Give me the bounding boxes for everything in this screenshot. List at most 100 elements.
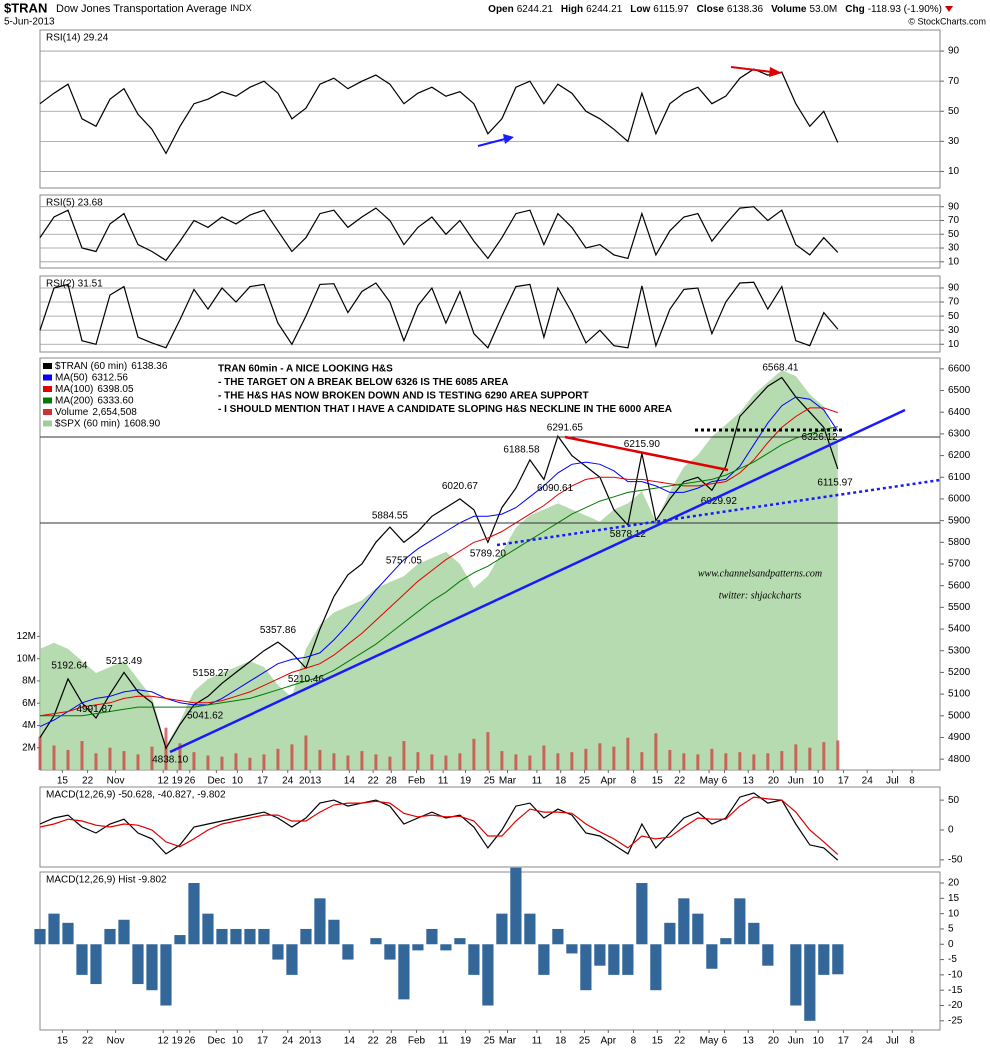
arrow-head <box>769 67 782 77</box>
volume-bar <box>556 753 560 770</box>
y2-tick-label: 8M <box>22 676 36 687</box>
price-label: 6215.90 <box>624 439 661 450</box>
bar <box>832 944 844 975</box>
down-arrow <box>945 6 953 12</box>
legend-name: $SPX (60 min) <box>55 418 120 429</box>
x-tick-label: 8 <box>909 1036 915 1047</box>
x-tick-label: Feb <box>408 776 426 787</box>
bar <box>146 944 158 991</box>
y-tick-label: 6400 <box>948 407 971 418</box>
bar <box>748 922 760 945</box>
price-label: 4991.87 <box>77 704 114 715</box>
legend-entry: $TRAN (60 min) 6138.36 <box>55 361 168 372</box>
x-tick-label: Jun <box>788 776 804 787</box>
y2-tick-label: 10M <box>17 653 36 664</box>
y-tick-label: 5800 <box>948 537 971 548</box>
x-tick-label: 10 <box>813 776 825 787</box>
x-tick-label: 22 <box>82 1036 94 1047</box>
volume-bar <box>276 748 280 770</box>
panel: 4800 4900 5000 5100 5200 5300 5400 5500 5600 5700… <box>17 357 971 787</box>
y-tick-label: 5200 <box>948 667 971 678</box>
bar <box>594 944 606 966</box>
y-tick-label: 5300 <box>948 645 971 656</box>
x-tick-label: 15 <box>57 1036 69 1047</box>
bar <box>482 944 494 1006</box>
x-tick-label: Mar <box>499 1036 517 1047</box>
x-tick-label: 22 <box>674 1036 686 1047</box>
x-tick-label: 6 <box>722 1036 728 1047</box>
y2-tick-label: 6M <box>22 698 36 709</box>
bar <box>608 944 620 975</box>
x-tick-label: 25 <box>484 1036 496 1047</box>
line <box>40 426 838 717</box>
bar <box>678 898 690 945</box>
x-tick-label: 17 <box>257 776 269 787</box>
annotation: - I SHOULD MENTION THAT I HAVE A CANDIDA… <box>218 404 672 415</box>
panel-title: MACD(12,26,9) -50.628, -40.827, -9.802 <box>46 790 226 801</box>
annotation: - THE H&S HAS NOW BROKEN DOWN AND IS TES… <box>218 391 589 402</box>
volume-bar <box>234 753 238 770</box>
legend-value: 6312.56 <box>92 372 129 383</box>
y-tick-label: -50 <box>948 854 963 865</box>
symbol: $TRAN <box>4 0 47 15</box>
volume-bar <box>178 743 182 770</box>
volume-bar <box>640 752 644 770</box>
quote-value: 6244.21 <box>586 4 623 15</box>
price-label: 5210.46 <box>288 674 325 685</box>
bar <box>244 928 256 945</box>
volume-bar <box>626 737 630 770</box>
x-tick-label: 24 <box>282 776 294 787</box>
y-tick-label: 5600 <box>948 580 971 591</box>
legend-entry: MA(50) 6312.56 <box>55 372 128 383</box>
y-tick-label: 15 <box>948 893 960 904</box>
y-tick-label: 50 <box>948 106 960 117</box>
bar <box>524 913 536 945</box>
panel: 10 30 50 70 90 RSI(2) 31.51 <box>39 275 960 353</box>
bar <box>496 913 508 945</box>
x-tick-label: 19 <box>460 1036 472 1047</box>
x-tick-label: 12 <box>158 776 170 787</box>
instrument-name: Dow Jones Transportation Average INDX <box>56 3 252 15</box>
quote-value: 6244.21 <box>517 4 554 15</box>
x-tick-label: Jul <box>886 1036 899 1047</box>
quote-label: Low <box>630 4 650 15</box>
x-tick-label: 20 <box>768 776 780 787</box>
volume-bar <box>80 741 84 770</box>
bar <box>370 938 382 945</box>
volume-bar <box>416 752 420 770</box>
x-tick-label: 11 <box>532 1036 543 1047</box>
y-tick-label: 5100 <box>948 689 971 700</box>
volume-bar <box>94 753 98 770</box>
y-tick-label: 70 <box>948 215 960 226</box>
panel-title: RSI(5) 23.68 <box>46 198 103 209</box>
bar <box>160 944 172 1006</box>
bar <box>818 944 830 975</box>
x-tick-label: 22 <box>674 776 686 787</box>
legend-entry: $SPX (60 min) 1608.90 <box>55 418 161 429</box>
panel-frame <box>39 275 941 353</box>
panel: -25 -20 -15 -10 -5 0 5 10 15 20 MACD(12,26,9) Hist… <box>34 867 963 1047</box>
bar <box>188 883 200 945</box>
volume-bar <box>402 741 406 770</box>
bar <box>762 944 774 966</box>
y-tick-label: -15 <box>948 985 963 996</box>
y-tick-label: 50 <box>948 229 960 240</box>
y-tick-label: 6200 <box>948 450 971 461</box>
x-tick-label: 24 <box>282 1036 294 1047</box>
volume-bar <box>318 749 322 770</box>
y-tick-label: -10 <box>948 970 963 981</box>
y-tick-label: 90 <box>948 283 960 294</box>
legend-swatch <box>43 409 52 415</box>
x-tick-label: 13 <box>743 776 755 787</box>
price-label: 5357.86 <box>260 625 297 636</box>
y-tick-label: 90 <box>948 46 960 57</box>
volume-bar <box>220 756 224 770</box>
y-tick-label: 6100 <box>948 472 971 483</box>
x-tick-label: 18 <box>555 776 567 787</box>
y-tick-label: 5400 <box>948 624 971 635</box>
bar <box>258 928 270 945</box>
volume-bar <box>808 747 812 770</box>
y-tick-label: 30 <box>948 243 960 254</box>
x-tick-label: 25 <box>484 776 496 787</box>
bar <box>622 944 634 975</box>
